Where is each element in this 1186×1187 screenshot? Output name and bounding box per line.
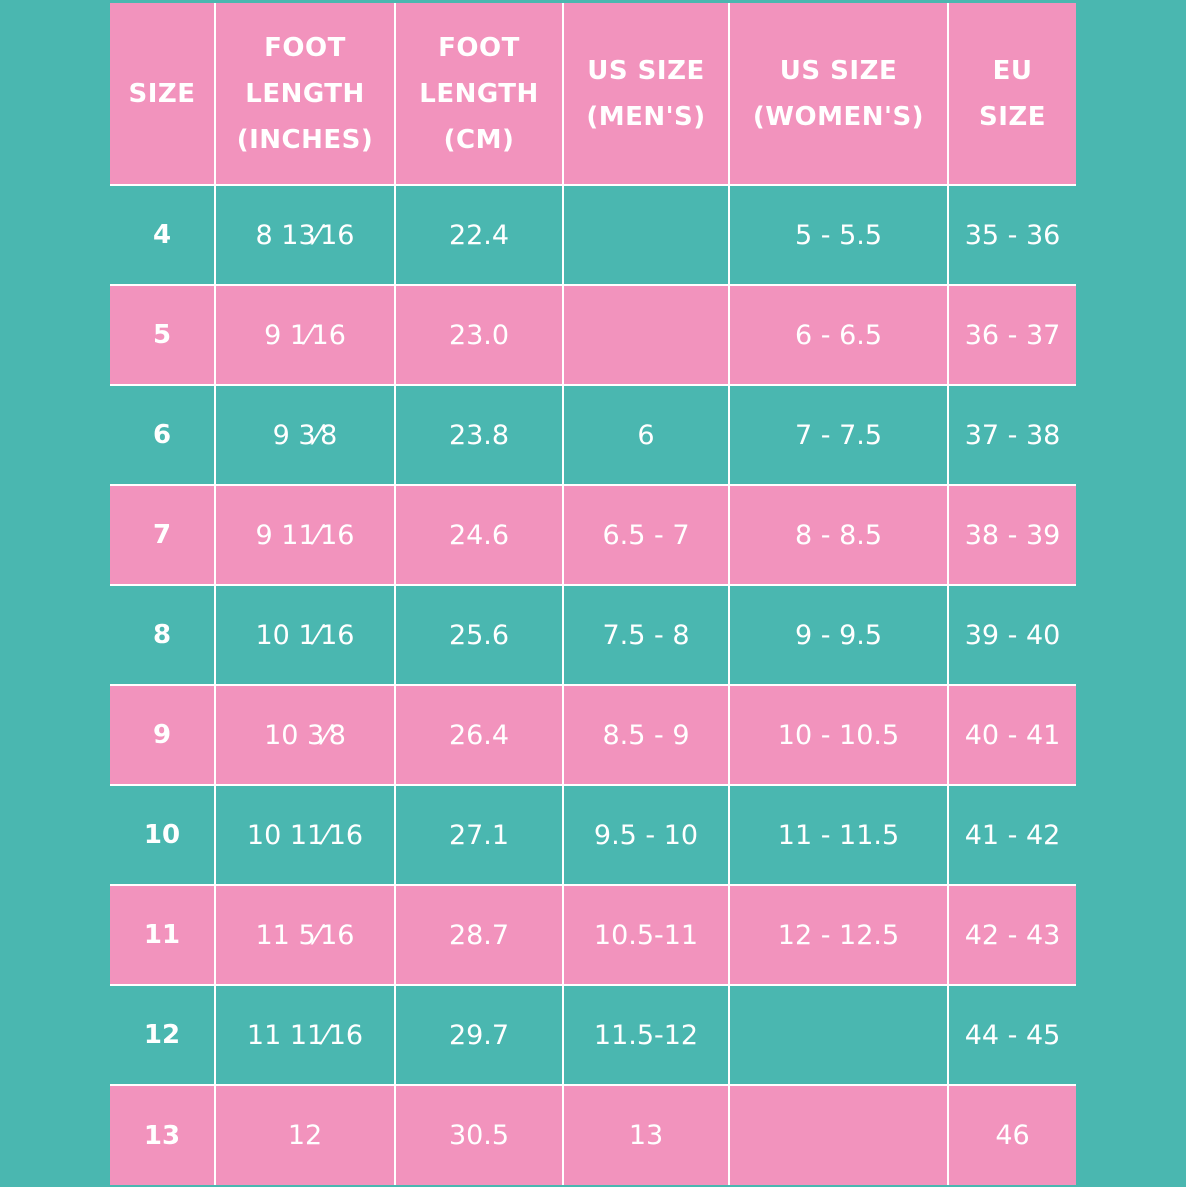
table-row: 12 11 11⁄16 29.7 11.5-12 44 - 45 (110, 984, 1076, 1086)
foot-length-cm-cell: 24.6 (394, 484, 564, 586)
table-row: 4 8 13⁄16 22.4 5 - 5.5 35 - 36 (110, 184, 1076, 286)
us-size-mens-cell: 9.5 - 10 (562, 784, 730, 886)
foot-length-inches-cell: 9 3⁄8 (214, 384, 396, 486)
foot-length-cm-cell: 25.6 (394, 584, 564, 686)
eu-size-cell: 38 - 39 (947, 484, 1076, 586)
us-size-womens-cell: 11 - 11.5 (728, 784, 949, 886)
foot-length-inches-cell: 8 13⁄16 (214, 184, 396, 286)
table-row: 11 11 5⁄16 28.7 10.5-11 12 - 12.5 42 - 4… (110, 884, 1076, 986)
foot-length-cm-cell: 26.4 (394, 684, 564, 786)
size-cell: 9 (110, 684, 216, 786)
foot-length-cm-cell: 23.0 (394, 284, 564, 386)
table-row: 6 9 3⁄8 23.8 6 7 - 7.5 37 - 38 (110, 384, 1076, 486)
header-foot-length-cm: FOOT LENGTH (CM) (394, 3, 564, 186)
us-size-womens-cell: 6 - 6.5 (728, 284, 949, 386)
eu-size-cell: 41 - 42 (947, 784, 1076, 886)
table-row: 7 9 11⁄16 24.6 6.5 - 7 8 - 8.5 38 - 39 (110, 484, 1076, 586)
us-size-womens-cell: 9 - 9.5 (728, 584, 949, 686)
us-size-mens-cell (562, 184, 730, 286)
size-cell: 11 (110, 884, 216, 986)
table-row: 10 10 11⁄16 27.1 9.5 - 10 11 - 11.5 41 -… (110, 784, 1076, 886)
us-size-womens-cell: 8 - 8.5 (728, 484, 949, 586)
table-row: 9 10 3⁄8 26.4 8.5 - 9 10 - 10.5 40 - 41 (110, 684, 1076, 786)
foot-length-inches-cell: 10 11⁄16 (214, 784, 396, 886)
foot-length-cm-cell: 27.1 (394, 784, 564, 886)
header-us-size-mens: US SIZE (MEN'S) (562, 3, 730, 186)
foot-length-inches-cell: 11 5⁄16 (214, 884, 396, 986)
eu-size-cell: 39 - 40 (947, 584, 1076, 686)
eu-size-cell: 37 - 38 (947, 384, 1076, 486)
eu-size-cell: 42 - 43 (947, 884, 1076, 986)
foot-length-inches-cell: 10 1⁄16 (214, 584, 396, 686)
us-size-mens-cell: 10.5-11 (562, 884, 730, 986)
size-cell: 5 (110, 284, 216, 386)
us-size-mens-cell: 8.5 - 9 (562, 684, 730, 786)
header-us-size-womens: US SIZE (WOMEN'S) (728, 3, 949, 186)
header-eu-size: EU SIZE (947, 3, 1076, 186)
foot-length-cm-cell: 22.4 (394, 184, 564, 286)
us-size-womens-cell: 5 - 5.5 (728, 184, 949, 286)
eu-size-cell: 44 - 45 (947, 984, 1076, 1086)
size-cell: 13 (110, 1084, 216, 1185)
us-size-womens-cell: 7 - 7.5 (728, 384, 949, 486)
size-cell: 7 (110, 484, 216, 586)
us-size-mens-cell: 13 (562, 1084, 730, 1185)
size-cell: 4 (110, 184, 216, 286)
size-cell: 10 (110, 784, 216, 886)
table-row: 5 9 1⁄16 23.0 6 - 6.5 36 - 37 (110, 284, 1076, 386)
table-row: 8 10 1⁄16 25.6 7.5 - 8 9 - 9.5 39 - 40 (110, 584, 1076, 686)
us-size-womens-cell (728, 1084, 949, 1185)
foot-length-inches-cell: 10 3⁄8 (214, 684, 396, 786)
us-size-mens-cell: 6 (562, 384, 730, 486)
eu-size-cell: 35 - 36 (947, 184, 1076, 286)
size-cell: 12 (110, 984, 216, 1086)
table-row: 13 12 30.5 13 46 (110, 1084, 1076, 1185)
size-chart-table: SIZE FOOT LENGTH (INCHES) FOOT LENGTH (C… (110, 3, 1076, 1185)
foot-length-inches-cell: 11 11⁄16 (214, 984, 396, 1086)
us-size-mens-cell (562, 284, 730, 386)
foot-length-inches-cell: 9 11⁄16 (214, 484, 396, 586)
us-size-womens-cell: 12 - 12.5 (728, 884, 949, 986)
us-size-mens-cell: 7.5 - 8 (562, 584, 730, 686)
foot-length-cm-cell: 28.7 (394, 884, 564, 986)
foot-length-cm-cell: 23.8 (394, 384, 564, 486)
eu-size-cell: 40 - 41 (947, 684, 1076, 786)
foot-length-cm-cell: 30.5 (394, 1084, 564, 1185)
foot-length-cm-cell: 29.7 (394, 984, 564, 1086)
us-size-mens-cell: 6.5 - 7 (562, 484, 730, 586)
eu-size-cell: 36 - 37 (947, 284, 1076, 386)
eu-size-cell: 46 (947, 1084, 1076, 1185)
header-row: SIZE FOOT LENGTH (INCHES) FOOT LENGTH (C… (110, 3, 1076, 186)
size-cell: 6 (110, 384, 216, 486)
us-size-womens-cell (728, 984, 949, 1086)
foot-length-inches-cell: 12 (214, 1084, 396, 1185)
foot-length-inches-cell: 9 1⁄16 (214, 284, 396, 386)
header-size: SIZE (110, 3, 216, 186)
header-foot-length-inches: FOOT LENGTH (INCHES) (214, 3, 396, 186)
us-size-mens-cell: 11.5-12 (562, 984, 730, 1086)
us-size-womens-cell: 10 - 10.5 (728, 684, 949, 786)
size-cell: 8 (110, 584, 216, 686)
